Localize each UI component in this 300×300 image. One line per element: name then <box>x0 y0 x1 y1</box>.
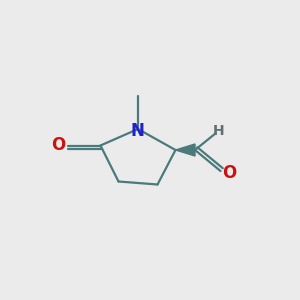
Text: H: H <box>213 124 224 138</box>
Polygon shape <box>176 144 195 156</box>
Text: O: O <box>222 164 236 181</box>
Text: O: O <box>51 136 66 154</box>
Text: N: N <box>131 122 145 140</box>
